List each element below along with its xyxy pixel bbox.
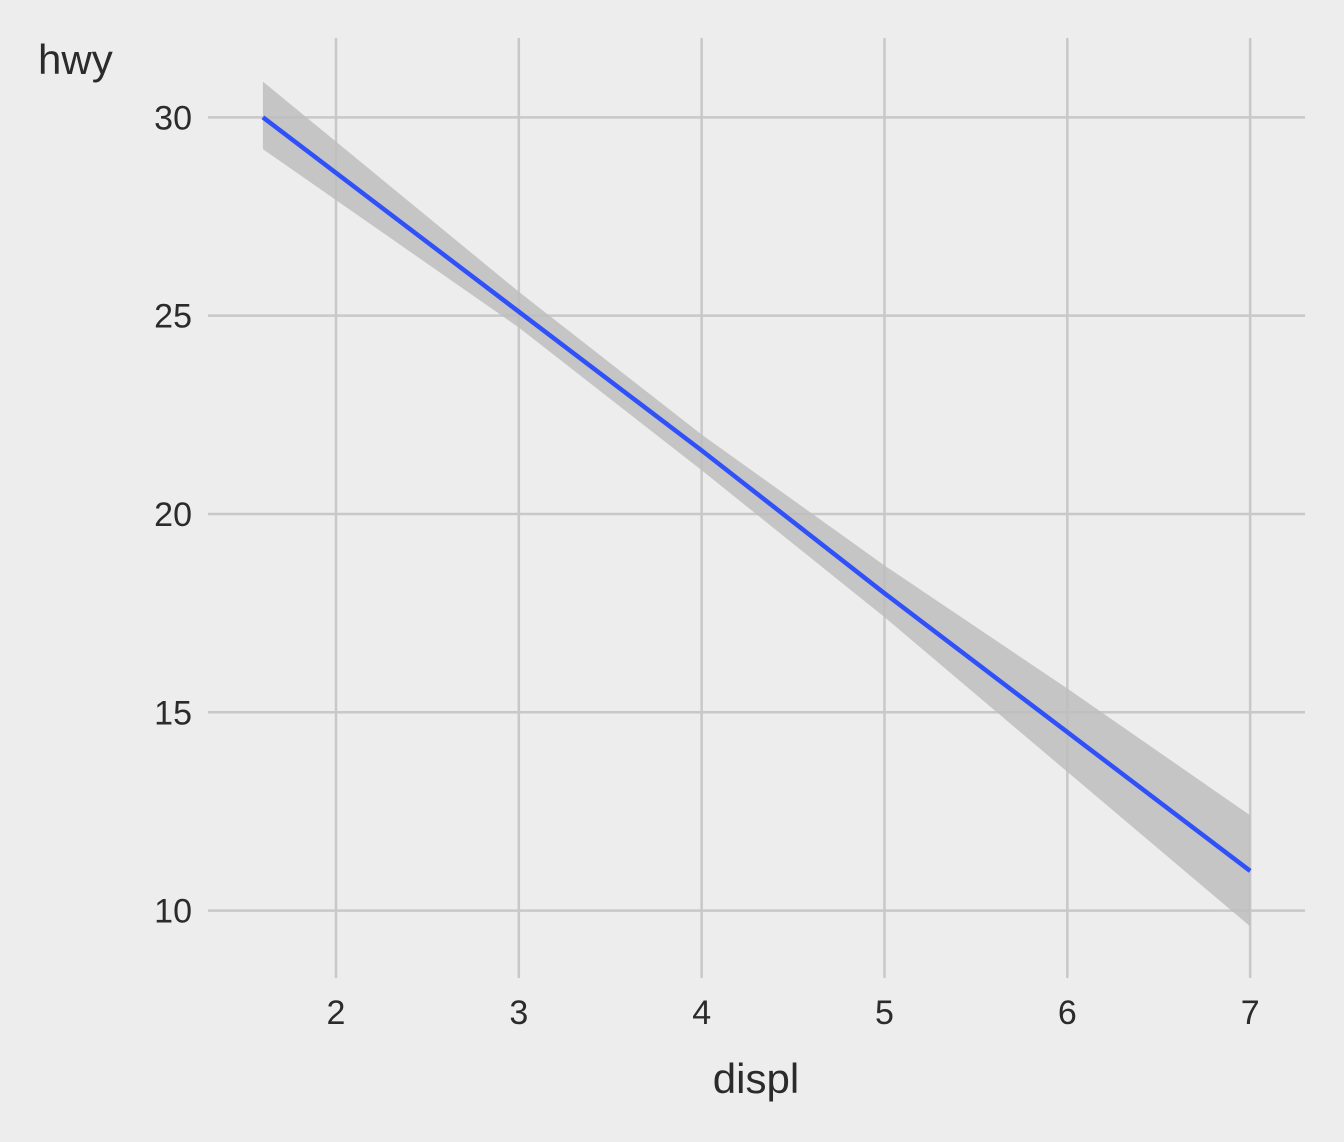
x-axis-title: displ [713,1055,799,1102]
x-tick-label-4: 4 [692,994,711,1032]
y-tick-label-25: 25 [154,298,192,336]
confidence-band-layer [262,81,1251,927]
x-tick-label-6: 6 [1058,994,1077,1032]
y-tick-label-15: 15 [154,694,192,732]
confidence-band [262,81,1251,927]
series-layer [261,115,1252,873]
x-tick-labels: 2 3 4 5 6 7 [327,994,1260,1032]
x-tick-label-7: 7 [1241,994,1260,1032]
y-tick-label-10: 10 [154,893,192,931]
y-tick-label-30: 30 [154,99,192,137]
y-axis-title: hwy [38,36,113,83]
series-line-0 [261,115,1252,873]
x-tick-label-3: 3 [509,994,528,1032]
x-tick-label-5: 5 [875,994,894,1032]
y-tick-label-20: 20 [154,496,192,534]
y-tick-labels: 10 15 20 25 30 [154,99,192,930]
x-tick-label-2: 2 [327,994,346,1032]
